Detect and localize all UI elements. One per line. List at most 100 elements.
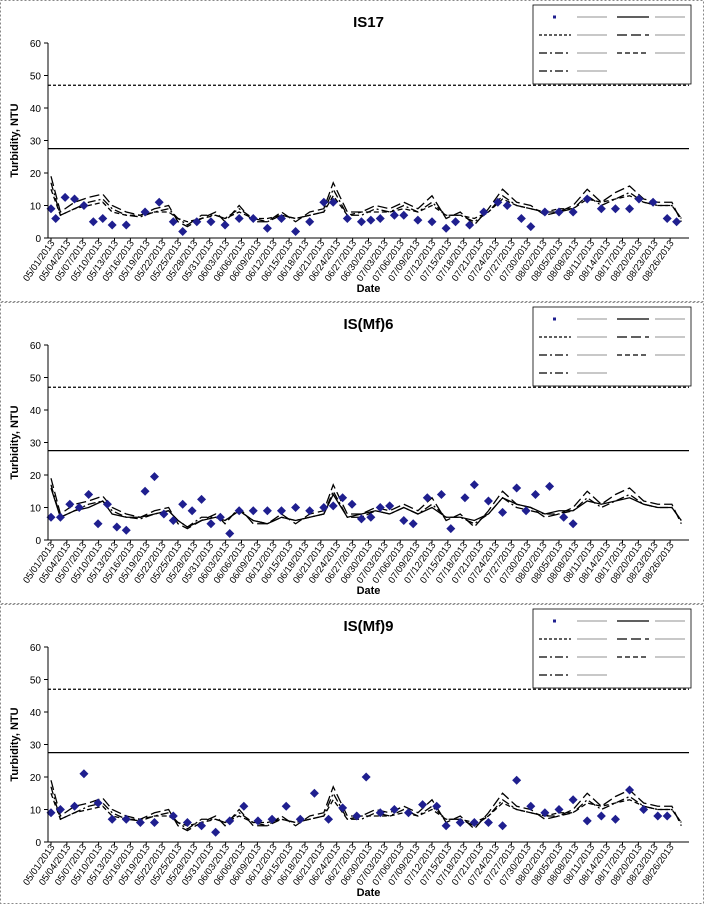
- data-point: [653, 811, 663, 821]
- data-point: [328, 501, 338, 511]
- series-line: [50, 182, 682, 226]
- data-point: [347, 499, 357, 509]
- data-point: [291, 503, 301, 512]
- series-line: [50, 189, 682, 223]
- data-point: [234, 214, 244, 223]
- data-point: [498, 507, 508, 517]
- data-point: [291, 227, 301, 236]
- data-point: [107, 814, 117, 824]
- data-point: [168, 811, 178, 821]
- data-point: [418, 800, 428, 810]
- legend: [532, 4, 692, 85]
- data-point: [554, 805, 564, 814]
- data-point: [309, 788, 319, 798]
- data-point: [483, 818, 493, 827]
- data-point: [521, 506, 531, 516]
- data-point: [672, 217, 682, 227]
- data-point: [51, 214, 61, 223]
- data-point: [182, 818, 192, 827]
- legend: [532, 306, 692, 387]
- data-point: [93, 798, 103, 808]
- data-point: [220, 220, 230, 230]
- data-point: [413, 215, 423, 225]
- data-point: [178, 227, 188, 236]
- y-axis-title: Turbidity, NTU: [9, 707, 21, 781]
- legend: [532, 608, 692, 689]
- data-point: [389, 805, 399, 814]
- legend-marker: [553, 15, 556, 19]
- chart-title: IS(Mf)9: [344, 618, 394, 635]
- data-point: [540, 207, 550, 217]
- y-tick-label: 50: [30, 374, 42, 385]
- y-axis-title: Turbidity, NTU: [9, 103, 21, 177]
- data-point: [121, 814, 131, 824]
- data-point: [385, 501, 395, 511]
- data-point: [483, 496, 493, 506]
- data-point: [102, 499, 112, 509]
- data-point: [399, 516, 409, 525]
- data-point: [568, 519, 578, 529]
- data-point: [225, 529, 235, 538]
- data-point: [441, 223, 451, 233]
- data-point: [276, 506, 286, 516]
- data-point: [46, 808, 56, 818]
- data-point: [248, 506, 258, 516]
- data-point: [559, 512, 569, 522]
- legend-marker: [553, 317, 556, 321]
- data-point: [324, 814, 334, 824]
- y-tick-label: 20: [30, 471, 42, 482]
- data-point: [493, 197, 503, 207]
- data-point: [149, 818, 159, 827]
- data-point: [662, 214, 672, 223]
- data-point: [582, 816, 592, 826]
- data-point: [60, 192, 70, 202]
- data-point: [197, 821, 207, 831]
- data-point: [149, 472, 159, 482]
- data-point: [98, 214, 108, 223]
- data-point: [319, 197, 329, 207]
- data-point: [436, 490, 446, 499]
- data-point: [389, 210, 399, 220]
- data-point: [502, 201, 512, 210]
- data-point: [121, 220, 131, 230]
- data-point: [46, 512, 56, 522]
- y-tick-label: 0: [35, 838, 41, 849]
- y-tick-label: 10: [30, 806, 42, 817]
- data-point: [225, 816, 235, 826]
- data-point: [610, 814, 620, 824]
- chart-title: IS17: [353, 14, 384, 31]
- data-point: [206, 217, 216, 227]
- y-tick-label: 0: [35, 536, 41, 547]
- data-point: [375, 503, 385, 512]
- data-point: [465, 220, 475, 230]
- series-line: [50, 487, 682, 528]
- data-point: [79, 201, 89, 210]
- legend-marker: [553, 619, 556, 623]
- data-point: [366, 215, 376, 225]
- data-point: [568, 795, 578, 805]
- data-point: [455, 818, 465, 827]
- data-point: [469, 818, 479, 827]
- series-line: [50, 786, 682, 830]
- data-point: [516, 214, 526, 223]
- data-point: [234, 506, 244, 516]
- data-point: [178, 499, 188, 509]
- data-point: [540, 808, 550, 818]
- data-point: [479, 207, 489, 217]
- data-point: [135, 818, 145, 827]
- data-point: [70, 801, 80, 811]
- y-tick-label: 30: [30, 137, 42, 148]
- data-point: [295, 814, 305, 824]
- data-point: [93, 519, 103, 529]
- chart-panel-1: IS(Mf)6010203040506005/01/201305/04/2013…: [0, 302, 704, 604]
- data-point: [498, 821, 508, 831]
- data-point: [545, 481, 555, 491]
- y-tick-label: 50: [30, 72, 42, 83]
- data-point: [159, 509, 169, 519]
- data-point: [140, 486, 150, 496]
- data-point: [305, 217, 315, 227]
- data-point: [206, 519, 216, 529]
- y-tick-label: 0: [35, 234, 41, 245]
- data-point: [187, 506, 197, 516]
- data-point: [352, 811, 362, 821]
